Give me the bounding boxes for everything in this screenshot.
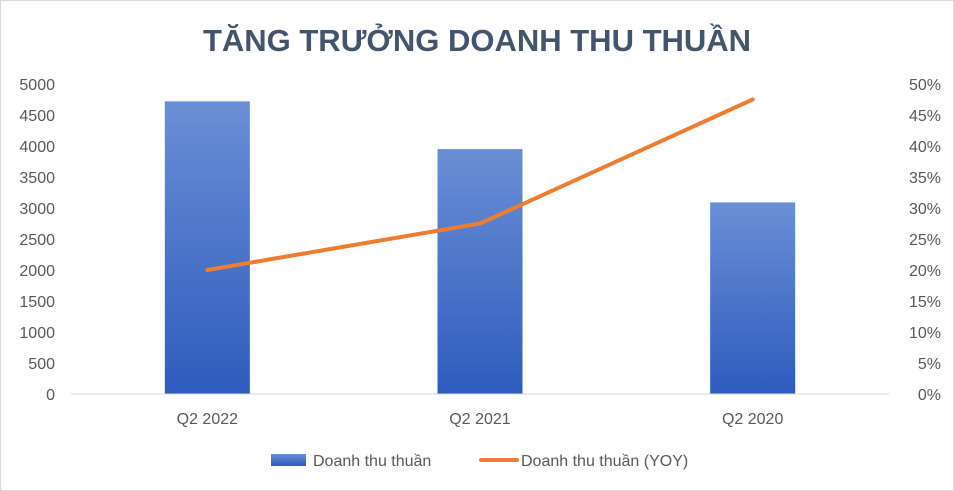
left-tick-label: 4500 (19, 108, 55, 125)
left-tick-label: 3000 (19, 201, 55, 218)
category-label: Q2 2021 (449, 411, 510, 428)
left-tick-label: 1000 (19, 325, 55, 342)
right-tick-label: 20% (909, 263, 941, 280)
left-tick-label: 1500 (19, 294, 55, 311)
left-tick-label: 0 (46, 387, 55, 404)
left-tick-label: 2500 (19, 232, 55, 249)
legend-line-label: Doanh thu thuần (YOY) (521, 453, 688, 470)
legend-bar-label: Doanh thu thuần (313, 453, 431, 470)
line-series-path (205, 97, 755, 272)
left-axis: 0 500 1000 1500 2000 2500 3000 3500 4000 4500 5000 (19, 77, 55, 404)
right-tick-label: 10% (909, 325, 941, 342)
left-tick-label: 2000 (19, 263, 55, 280)
bar (164, 101, 250, 395)
right-tick-label: 40% (909, 139, 941, 156)
right-tick-label: 5% (918, 356, 941, 373)
category-label: Q2 2022 (177, 411, 238, 428)
legend: Doanh thu thuần Doanh thu thuần (YOY) (271, 453, 688, 470)
bar (437, 149, 523, 394)
right-tick-label: 15% (909, 294, 941, 311)
category-label: Q2 2020 (722, 411, 783, 428)
right-tick-label: 30% (909, 201, 941, 218)
line-series (205, 97, 755, 272)
right-tick-label: 45% (909, 108, 941, 125)
chart-title: TĂNG TRƯỞNG DOANH THU THUẦN (203, 22, 751, 58)
bar (710, 202, 796, 394)
left-tick-label: 500 (28, 356, 55, 373)
left-tick-label: 4000 (19, 139, 55, 156)
x-axis: Q2 2022 Q2 2021 Q2 2020 (177, 411, 784, 428)
left-tick-label: 5000 (19, 77, 55, 94)
right-tick-label: 50% (909, 77, 941, 94)
legend-bar-swatch (271, 454, 306, 466)
right-tick-label: 25% (909, 232, 941, 249)
right-tick-label: 35% (909, 170, 941, 187)
left-tick-label: 3500 (19, 170, 55, 187)
right-tick-label: 0% (918, 387, 941, 404)
right-axis: 0% 5% 10% 15% 20% 25% 30% 35% 40% 45% 50% (909, 77, 941, 404)
bar-series (164, 101, 796, 395)
